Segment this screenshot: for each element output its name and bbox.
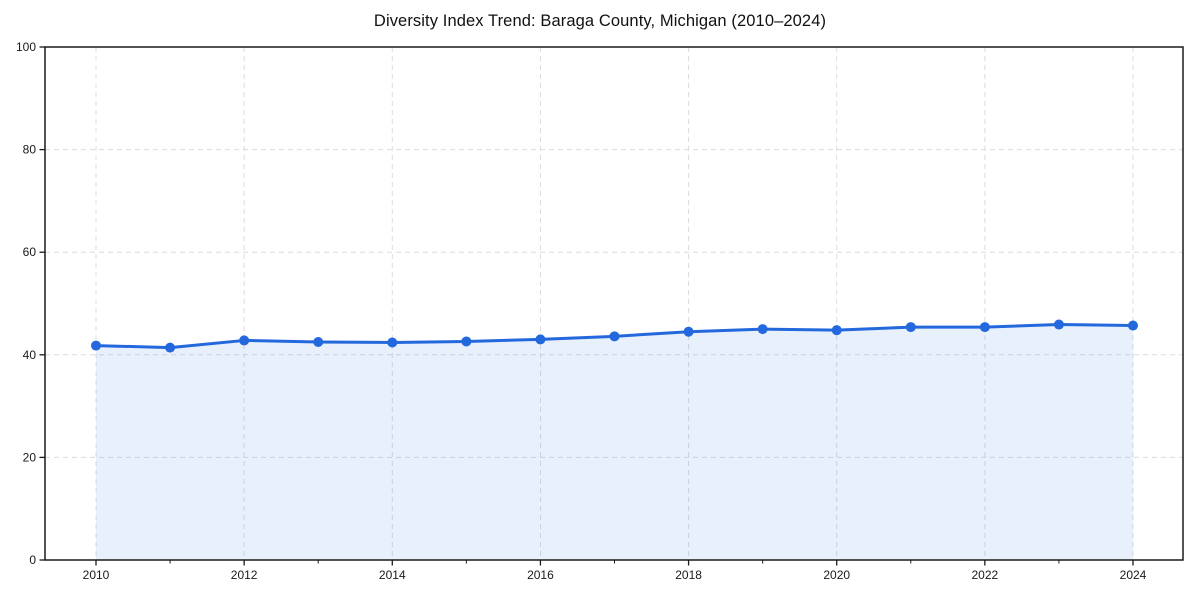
data-point (905, 322, 916, 333)
data-point (1128, 320, 1138, 331)
y-tick-label: 40 (23, 348, 37, 362)
y-tick-label: 60 (23, 245, 37, 259)
x-tick-label: 2012 (231, 568, 258, 582)
chart-title: Diversity Index Trend: Baraga County, Mi… (373, 12, 827, 30)
x-tick-label: 2018 (675, 568, 702, 582)
data-point (313, 336, 324, 347)
data-point (683, 326, 694, 337)
data-point (831, 325, 842, 336)
data-point (461, 336, 472, 347)
y-tick-label: 100 (16, 40, 36, 54)
data-point (165, 342, 176, 353)
area-fill (96, 324, 1133, 560)
data-point (1053, 319, 1064, 330)
x-tick-label: 2010 (83, 568, 110, 582)
x-tick-label: 2022 (972, 568, 999, 582)
x-tick-label: 2016 (527, 568, 554, 582)
y-tick-label: 20 (23, 450, 37, 464)
x-tick-label: 2014 (379, 568, 406, 582)
y-tick-label: 0 (29, 553, 36, 567)
data-point (239, 335, 250, 346)
data-point (387, 337, 398, 348)
data-point (535, 334, 546, 345)
data-point (979, 322, 990, 333)
x-tick-label: 2020 (823, 568, 850, 582)
x-tick-label: 2024 (1120, 568, 1147, 582)
data-point (609, 331, 620, 342)
data-point (757, 324, 768, 335)
data-point (91, 340, 101, 351)
y-tick-label: 80 (23, 143, 37, 157)
